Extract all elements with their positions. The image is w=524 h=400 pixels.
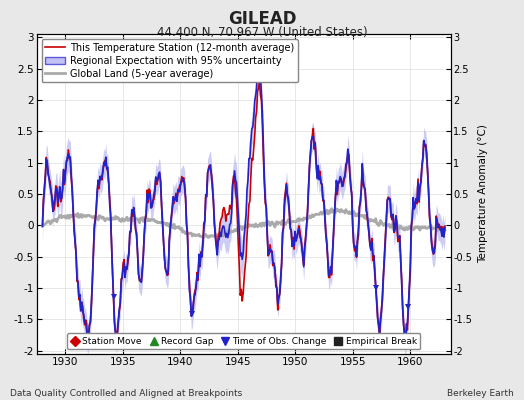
Text: Data Quality Controlled and Aligned at Breakpoints: Data Quality Controlled and Aligned at B… <box>10 389 243 398</box>
Text: Berkeley Earth: Berkeley Earth <box>447 389 514 398</box>
Text: 44.400 N, 70.967 W (United States): 44.400 N, 70.967 W (United States) <box>157 26 367 39</box>
Legend: Station Move, Record Gap, Time of Obs. Change, Empirical Break: Station Move, Record Gap, Time of Obs. C… <box>67 333 420 350</box>
Text: GILEAD: GILEAD <box>228 10 296 28</box>
Y-axis label: Temperature Anomaly (°C): Temperature Anomaly (°C) <box>478 124 488 264</box>
